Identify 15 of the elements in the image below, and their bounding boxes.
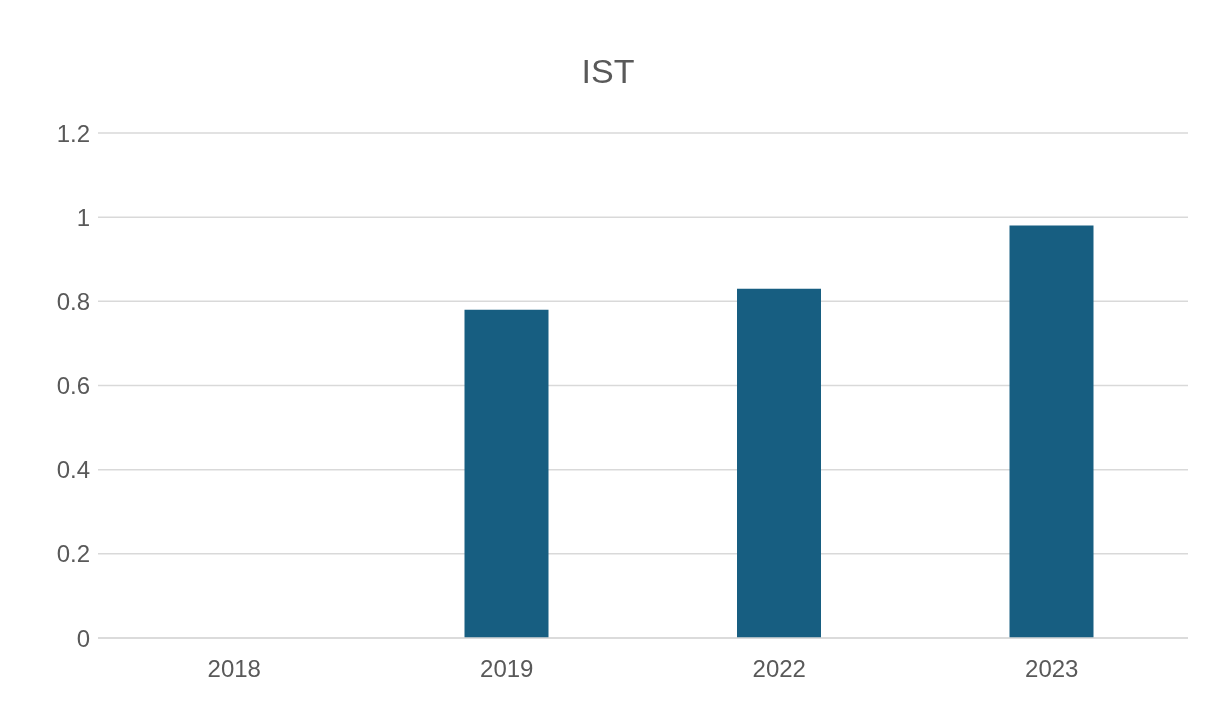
y-tick-label: 1.2 xyxy=(56,119,90,147)
chart-title: IST xyxy=(580,52,636,91)
x-tick-label: 2022 xyxy=(752,655,806,683)
x-tick-label: 2023 xyxy=(1025,655,1079,683)
x-tick-label: 2018 xyxy=(207,655,261,683)
y-tick-label: 0.6 xyxy=(56,372,90,400)
bar xyxy=(1009,225,1094,638)
y-tick-label: 0.4 xyxy=(56,456,90,484)
y-tick-label: 0.8 xyxy=(56,287,90,315)
bar xyxy=(737,288,821,638)
y-tick-label: 0.2 xyxy=(56,540,90,568)
bar xyxy=(464,309,549,638)
y-tick-label: 0 xyxy=(76,624,90,652)
y-tick-label: 1 xyxy=(76,203,90,231)
x-tick-label: 2019 xyxy=(480,655,534,683)
